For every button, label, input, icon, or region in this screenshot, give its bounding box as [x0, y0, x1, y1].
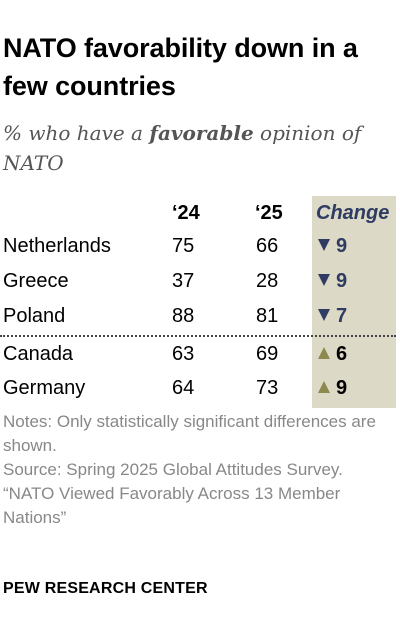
- notes-text: Notes: Only statistically significant di…: [3, 412, 376, 455]
- value-2025: 28: [256, 270, 279, 292]
- column-header-2025: ‘25: [255, 202, 283, 224]
- brand-logo-text: PEW RESEARCH CENTER: [3, 580, 208, 597]
- table-row: Germany 64 73 9: [0, 371, 400, 405]
- report-title: “NATO Viewed Favorably Across 13 Member …: [3, 484, 341, 527]
- column-header-2024: ‘24: [172, 202, 200, 224]
- column-header-change: Change: [316, 202, 390, 224]
- country-label: Germany: [3, 377, 86, 399]
- triangle-up-icon: [318, 381, 330, 393]
- value-2025: 69: [256, 343, 279, 365]
- table-row: Poland 88 81 7: [0, 299, 400, 333]
- subtitle-suffix: opinion of NATO: [3, 121, 362, 175]
- table-row: Netherlands 75 66 9: [0, 229, 400, 263]
- country-label: Poland: [3, 305, 66, 327]
- value-2025: 81: [256, 305, 279, 327]
- value-2024: 37: [172, 270, 195, 292]
- country-label: Greece: [3, 270, 69, 292]
- chart-title: NATO favorability down in a few countrie…: [3, 33, 358, 101]
- change-column-background: [312, 196, 396, 408]
- triangle-down-icon: [318, 239, 330, 251]
- value-2025: 66: [256, 235, 279, 257]
- country-label: Canada: [3, 343, 74, 365]
- triangle-down-icon: [318, 309, 330, 321]
- value-2024: 64: [172, 377, 195, 399]
- table-row: Canada 63 69 6: [0, 337, 400, 371]
- value-2024: 75: [172, 235, 195, 257]
- change-value: 7: [336, 305, 348, 327]
- value-2025: 73: [256, 377, 279, 399]
- subtitle-prefix: % who have a: [3, 121, 150, 145]
- notes-block: Notes: Only statistically significant di…: [3, 410, 383, 530]
- change-value: 9: [336, 270, 348, 292]
- triangle-up-icon: [318, 347, 330, 359]
- country-label: Netherlands: [3, 235, 111, 257]
- change-value: 9: [336, 235, 348, 257]
- chart-subtitle: % who have a favorable opinion of NATO: [3, 118, 397, 178]
- change-value: 6: [336, 343, 348, 365]
- source-text: Source: Spring 2025 Global Attitudes Sur…: [3, 460, 343, 479]
- subtitle-emphasis: favorable: [149, 121, 254, 145]
- group-divider: [0, 335, 396, 337]
- value-2024: 63: [172, 343, 195, 365]
- triangle-down-icon: [318, 274, 330, 286]
- table-row: Greece 37 28 9: [0, 264, 400, 298]
- value-2024: 88: [172, 305, 195, 327]
- change-value: 9: [336, 377, 348, 399]
